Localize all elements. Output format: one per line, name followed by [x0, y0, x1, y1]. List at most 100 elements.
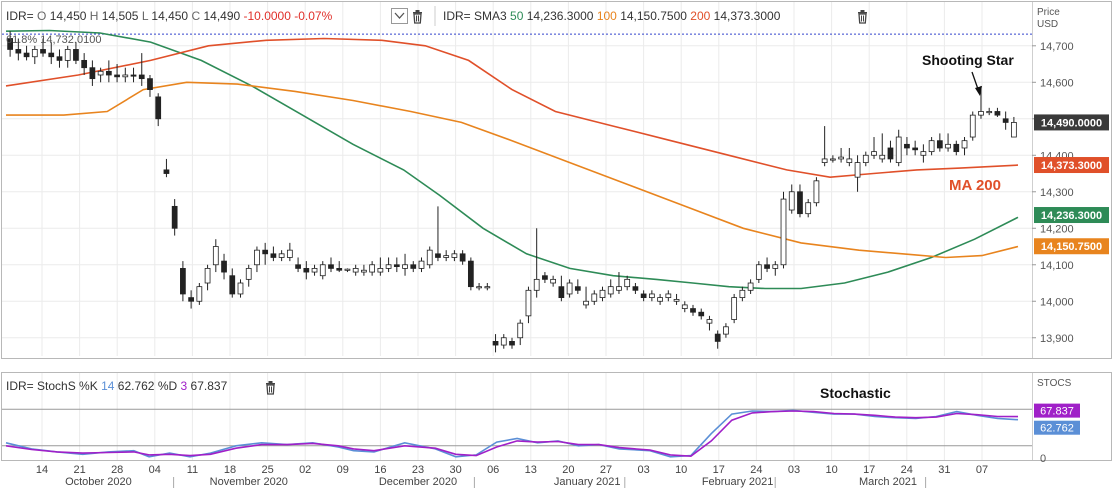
date-tick-label: 27 — [600, 464, 612, 476]
candle-body — [764, 264, 770, 269]
svg-text:IDR= O 14,450 H 14,505 L 14,: IDR= O 14,450 H 14,505 L 14,450 C 14,490… — [6, 9, 333, 23]
candle — [969, 111, 976, 141]
candle-body — [7, 38, 13, 50]
candle-body — [920, 151, 927, 156]
arrow-head-icon — [975, 86, 982, 96]
delete-ohlc-trash-icon[interactable] — [413, 10, 422, 24]
legend-dropdown-button[interactable] — [391, 8, 408, 24]
candle-body — [887, 147, 894, 160]
candle — [155, 93, 162, 127]
candle-body — [895, 136, 902, 163]
candle-body — [385, 264, 392, 269]
candle-body — [435, 253, 441, 258]
price-tick-label: 14,300 — [1040, 187, 1074, 199]
month-label: December 2020 — [379, 476, 457, 488]
candle — [393, 257, 400, 273]
candle — [171, 199, 178, 236]
date-tick-label: 18 — [224, 464, 236, 476]
candle-body — [336, 268, 343, 271]
sma50-price-tag-bg — [1034, 207, 1109, 224]
candle — [533, 228, 540, 298]
d-value-tag-label: 67.837 — [1040, 406, 1074, 418]
candle-body — [410, 264, 417, 269]
candle — [846, 147, 853, 167]
candle — [81, 53, 88, 75]
candle-body — [114, 74, 120, 78]
date-tick-label: 23 — [412, 464, 424, 476]
candle — [665, 290, 672, 302]
candle — [723, 323, 729, 338]
candle — [953, 140, 960, 156]
date-tick-label: 09 — [337, 464, 349, 476]
candle-body — [871, 151, 877, 156]
date-tick-label: 10 — [825, 464, 837, 476]
candle — [928, 137, 935, 156]
delete-sma-trash-icon[interactable] — [858, 10, 867, 24]
candle-body — [509, 341, 515, 346]
price-axis-title: Price — [1037, 7, 1060, 18]
sma100-price-tag-bg — [1034, 238, 1109, 255]
candle — [484, 283, 491, 291]
candle-body — [665, 293, 672, 299]
candle-body — [105, 70, 112, 76]
sma200-price-tag-bg — [1034, 157, 1109, 174]
sma100-price-tag: 14,150.7500 — [1034, 238, 1109, 255]
price-tick-label: 14,000 — [1040, 296, 1074, 308]
date-axis: 14 21 28 04 11 18 25 02 09 16 23 30 06 13 20 27 03 10 17 24… — [36, 464, 988, 488]
candle — [912, 140, 919, 156]
candle-body — [714, 333, 721, 342]
candle — [649, 290, 655, 302]
candle — [122, 67, 129, 83]
k-value: 62.762 — [118, 379, 155, 393]
candle — [114, 64, 120, 83]
sma50-period: 50 — [510, 9, 524, 23]
candle-body — [591, 293, 598, 302]
candle-body — [97, 70, 104, 76]
candle — [657, 293, 663, 305]
k-value-tag: 62.762 — [1034, 420, 1080, 435]
stochastic-annotation: Stochastic — [820, 385, 891, 401]
candle — [755, 261, 762, 284]
candle — [706, 315, 713, 331]
candle — [180, 261, 186, 302]
candle-body — [978, 111, 984, 116]
candle-body — [986, 111, 993, 114]
candle — [303, 261, 310, 280]
candle-body — [56, 56, 63, 61]
candle — [764, 257, 770, 273]
candle — [435, 206, 441, 262]
k-period: 14 — [101, 379, 115, 393]
candle — [854, 155, 861, 192]
candle-body — [147, 78, 153, 90]
candle — [788, 184, 795, 214]
candle-body — [81, 59, 88, 69]
date-tick-label: 02 — [299, 464, 311, 476]
candle — [772, 261, 779, 276]
candle-body — [780, 198, 787, 266]
candle-body — [1011, 122, 1017, 138]
candle-body — [797, 191, 803, 215]
candle — [673, 293, 680, 305]
sma100-price-tag-label: 14,150.7500 — [1041, 241, 1102, 253]
candle — [138, 53, 145, 86]
candle — [467, 257, 474, 291]
candle — [780, 191, 787, 269]
candle-body — [262, 249, 269, 255]
candle-body — [961, 140, 968, 149]
candle-body — [755, 264, 762, 280]
candle — [887, 140, 894, 163]
candle-body — [879, 154, 886, 160]
candle — [616, 272, 622, 294]
ma200-annotation: MA 200 — [949, 177, 1001, 194]
sma200-period: 200 — [690, 9, 710, 23]
candle — [410, 261, 417, 273]
fib-level-label: 61.8% 14,732.0100 — [6, 34, 101, 46]
k-value-tag-bg — [1034, 420, 1080, 435]
candle-body — [163, 169, 170, 174]
candle-body — [747, 282, 754, 291]
candle — [196, 283, 203, 305]
svg-text:IDR= SMA3 50 14,236.3000 10: IDR= SMA3 50 14,236.3000 100 14,150.7500… — [443, 9, 781, 23]
d-value: 67.837 — [191, 379, 228, 393]
delete-stoch-trash-icon[interactable] — [266, 381, 275, 395]
